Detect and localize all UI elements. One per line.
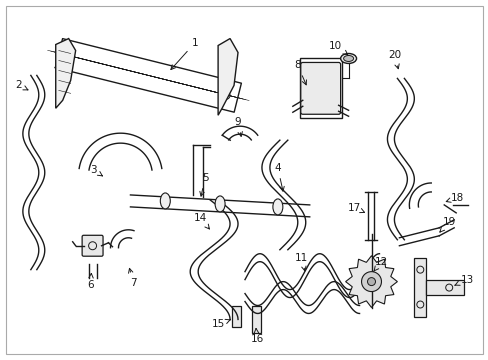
Text: 15: 15 xyxy=(211,319,230,329)
Bar xyxy=(299,58,341,118)
Ellipse shape xyxy=(215,196,224,212)
Text: 12: 12 xyxy=(373,257,387,272)
FancyBboxPatch shape xyxy=(300,62,340,114)
Text: 11: 11 xyxy=(295,253,308,271)
Circle shape xyxy=(367,278,375,285)
Text: 17: 17 xyxy=(347,203,364,213)
Text: 2: 2 xyxy=(16,80,28,90)
Polygon shape xyxy=(413,258,426,318)
Ellipse shape xyxy=(343,55,353,62)
Ellipse shape xyxy=(160,193,170,209)
Text: 16: 16 xyxy=(250,328,263,345)
Ellipse shape xyxy=(272,199,282,215)
Text: 4: 4 xyxy=(274,163,284,191)
Text: 9: 9 xyxy=(234,117,242,136)
Polygon shape xyxy=(218,39,238,115)
Text: 6: 6 xyxy=(87,274,94,289)
Polygon shape xyxy=(426,280,463,294)
Text: 13: 13 xyxy=(454,275,473,285)
Bar xyxy=(232,306,241,328)
Text: 3: 3 xyxy=(90,165,102,176)
Text: 5: 5 xyxy=(200,173,208,196)
Text: 1: 1 xyxy=(170,37,198,69)
FancyBboxPatch shape xyxy=(82,235,103,256)
Ellipse shape xyxy=(340,54,356,63)
Text: 7: 7 xyxy=(128,269,137,288)
Bar xyxy=(251,306,261,333)
Text: 14: 14 xyxy=(193,213,209,229)
Polygon shape xyxy=(345,256,397,307)
Text: 8: 8 xyxy=(294,60,306,85)
Polygon shape xyxy=(56,39,76,108)
Circle shape xyxy=(361,272,381,292)
Text: 19: 19 xyxy=(439,217,455,232)
Text: 10: 10 xyxy=(328,41,347,55)
Text: 18: 18 xyxy=(446,193,463,203)
Text: 20: 20 xyxy=(387,50,400,69)
